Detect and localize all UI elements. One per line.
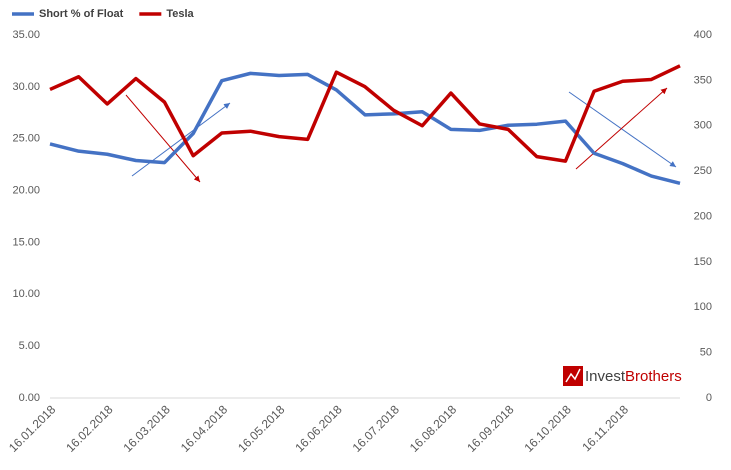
x-tick-label: 16.01.2018: [6, 402, 59, 455]
x-tick-label: 16.04.2018: [178, 402, 231, 455]
y-tick-label: 20.00: [12, 184, 40, 196]
y2-tick-label: 400: [694, 29, 712, 41]
x-tick-label: 16.06.2018: [292, 402, 345, 455]
legend-label: Tesla: [166, 8, 194, 20]
x-tick-label: 16.08.2018: [407, 402, 460, 455]
logo-first: Invest: [585, 368, 626, 385]
x-tick-label: 16.09.2018: [464, 402, 517, 455]
y-tick-label: 10.00: [12, 288, 40, 300]
y-tick-label: 0.00: [19, 392, 40, 404]
x-tick-label: 16.03.2018: [121, 402, 174, 455]
y2-tick-label: 250: [694, 165, 712, 177]
legend-label: Short % of Float: [39, 8, 124, 20]
y-tick-label: 25.00: [12, 133, 40, 145]
annotation-arrow: [568, 91, 677, 168]
x-tick-label: 16.05.2018: [235, 402, 288, 455]
annotation-arrow: [575, 87, 668, 170]
logo-icon-line: [565, 368, 581, 383]
y2-tick-label: 300: [694, 120, 712, 132]
y2-tick-label: 0: [706, 392, 712, 404]
y2-tick-label: 150: [694, 256, 712, 268]
y2-tick-label: 50: [700, 347, 712, 359]
series-line: [49, 64, 681, 163]
annotation-arrow: [125, 94, 201, 183]
series-line: [49, 71, 681, 186]
y2-tick-label: 200: [694, 210, 712, 222]
y-tick-label: 35.00: [12, 29, 40, 41]
annotation-arrow: [131, 102, 231, 177]
logo-text: InvestBrothers: [585, 368, 682, 385]
y2-tick-label: 350: [694, 74, 712, 86]
y-tick-label: 30.00: [12, 81, 40, 93]
y2-tick-label: 100: [694, 301, 712, 313]
x-tick-label: 16.11.2018: [579, 402, 631, 454]
y-tick-label: 5.00: [19, 340, 40, 352]
legend: Short % of Float Tesla: [12, 8, 195, 20]
logo: InvestBrothers: [563, 366, 682, 386]
x-tick-label: 16.10.2018: [521, 402, 574, 455]
x-tick-label: 16.02.2018: [63, 402, 116, 455]
y-tick-label: 15.00: [12, 236, 40, 248]
x-tick-label: 16.07.2018: [350, 402, 403, 455]
logo-second: Brothers: [625, 368, 682, 385]
